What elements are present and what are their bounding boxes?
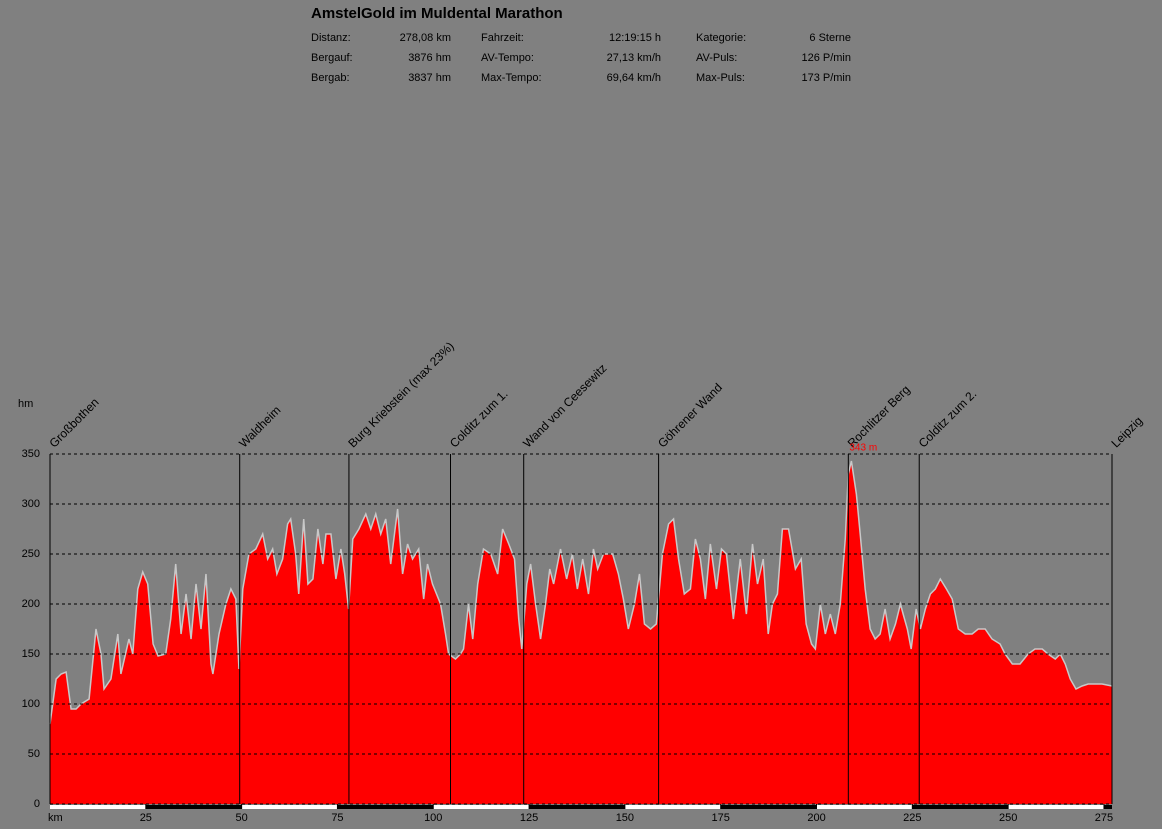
waypoint-label: Großbothen bbox=[46, 395, 101, 450]
stat-value: 3876 hm bbox=[408, 52, 451, 64]
y-axis-label: hm bbox=[18, 398, 33, 410]
stat-label: Bergauf: bbox=[311, 52, 353, 64]
waypoint-label: Colditz zum 1. bbox=[447, 387, 511, 451]
y-tick-label: 250 bbox=[22, 548, 40, 560]
scale-strip bbox=[241, 805, 338, 809]
y-tick-label: 0 bbox=[34, 798, 40, 810]
elevation-area bbox=[50, 461, 1112, 804]
stat-label: Fahrzeit: bbox=[481, 32, 524, 44]
y-tick-label: 350 bbox=[22, 448, 40, 460]
x-tick-label: 250 bbox=[999, 812, 1017, 824]
scale-strip bbox=[720, 805, 817, 809]
stat-label: AV-Tempo: bbox=[481, 52, 534, 64]
stat-label: AV-Puls: bbox=[696, 52, 737, 64]
x-axis-label: km bbox=[48, 812, 63, 824]
x-tick-label: 150 bbox=[616, 812, 634, 824]
y-tick-label: 50 bbox=[28, 748, 40, 760]
scale-strip bbox=[337, 805, 434, 809]
stat-value: 3837 hm bbox=[408, 72, 451, 84]
stat-label: Max-Tempo: bbox=[481, 72, 542, 84]
scale-strip bbox=[433, 805, 530, 809]
scale-strip bbox=[145, 805, 242, 809]
scale-strip bbox=[50, 805, 146, 809]
stat-value: 126 P/min bbox=[801, 52, 851, 64]
scale-strip bbox=[529, 805, 625, 809]
waypoint-label: Burg Kriebstein (max 23%) bbox=[345, 339, 456, 450]
waypoint-label: Colditz zum 2. bbox=[916, 387, 980, 451]
stat-label: Distanz: bbox=[311, 32, 351, 44]
stat-label: Max-Puls: bbox=[696, 72, 745, 84]
x-tick-label: 75 bbox=[331, 812, 343, 824]
chart-title: AmstelGold im Muldental Marathon bbox=[311, 5, 563, 22]
y-tick-label: 100 bbox=[22, 698, 40, 710]
scale-strip bbox=[816, 805, 913, 809]
stat-label: Kategorie: bbox=[696, 32, 746, 44]
x-tick-label: 100 bbox=[424, 812, 442, 824]
y-tick-label: 150 bbox=[22, 648, 40, 660]
stat-value: 69,64 km/h bbox=[607, 72, 661, 84]
stat-label: Bergab: bbox=[311, 72, 350, 84]
stat-value: 278,08 km bbox=[400, 32, 451, 44]
waypoint-label: Göhrener Wand bbox=[655, 380, 725, 450]
scale-strip bbox=[912, 805, 1009, 809]
y-tick-label: 200 bbox=[22, 598, 40, 610]
peak-label: 343 m bbox=[849, 443, 877, 454]
x-tick-label: 275 bbox=[1095, 812, 1113, 824]
scale-strip bbox=[1008, 805, 1104, 809]
stat-value: 173 P/min bbox=[801, 72, 851, 84]
x-tick-label: 175 bbox=[712, 812, 730, 824]
waypoint-label: Rochlitzer Berg bbox=[845, 382, 913, 450]
waypoint-label: Waldheim bbox=[236, 403, 283, 450]
scale-strip bbox=[1103, 805, 1112, 809]
stat-value: 27,13 km/h bbox=[607, 52, 661, 64]
x-tick-label: 50 bbox=[236, 812, 248, 824]
x-tick-label: 225 bbox=[903, 812, 921, 824]
stat-value: 6 Sterne bbox=[809, 32, 851, 44]
elevation-line bbox=[49, 460, 1113, 725]
x-tick-label: 200 bbox=[807, 812, 825, 824]
stat-value: 12:19:15 h bbox=[609, 32, 661, 44]
y-tick-label: 300 bbox=[22, 498, 40, 510]
x-tick-label: 125 bbox=[520, 812, 538, 824]
waypoint-label: Wand von Ceesewitz bbox=[520, 361, 609, 450]
scale-strip bbox=[624, 805, 721, 809]
waypoint-label: Leipzig bbox=[1108, 414, 1145, 451]
x-tick-label: 25 bbox=[140, 812, 152, 824]
